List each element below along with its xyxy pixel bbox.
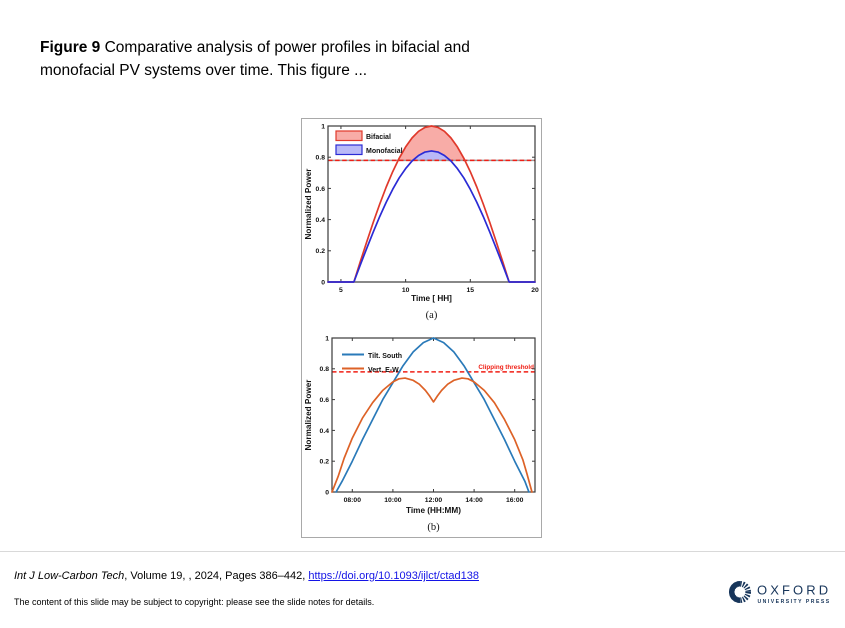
y-tick-label: 1 [325, 335, 329, 342]
legend-label-bifacial: Bifacial [366, 134, 391, 141]
legend-swatch-patch [335, 130, 363, 142]
copyright-note: The content of this slide may be subject… [14, 597, 375, 607]
legend-label-tilt-south: Tilt. South [368, 353, 402, 360]
fill-bifacial-clipping-loss [398, 126, 465, 161]
footer-divider [0, 551, 845, 552]
x-tick-label: 14:00 [465, 497, 483, 504]
citation-details: , Volume 19, , 2024, Pages 386–442, [124, 570, 309, 582]
legend-swatch-patch [335, 144, 363, 156]
y-tick-label: 1 [321, 123, 325, 130]
chart-bifacial-vs-monofacial: 5 10 15 20 0 0.2 0.4 0.6 0.8 1 Bifacial Monofacial N… [302, 119, 541, 329]
x-tick-label: 12:00 [425, 497, 443, 504]
chart-b-svg: Clipping threshold 08:00 10:00 12:00 14:00 16… [304, 335, 536, 533]
journal-name: Int J Low-Carbon Tech [14, 570, 125, 582]
x-tick-label: 16:00 [506, 497, 524, 504]
figure-label: Figure 9 [40, 39, 101, 56]
doi-link[interactable]: https://doi.org/10.1093/ijlct/ctad138 [308, 570, 479, 582]
y-axis-label: Normalized Power [304, 379, 313, 451]
axes-box [331, 337, 536, 493]
clipping-threshold-label: Clipping threshold [478, 364, 534, 371]
oup-logo-svg: OXFORD UNIVERSITY PRESS [729, 581, 831, 605]
series-vert-e-w [331, 377, 533, 493]
y-tick-label: 0.2 [316, 248, 326, 255]
series-bifacial [327, 125, 536, 283]
x-tick-label: 08:00 [344, 497, 362, 504]
y-tick-label: 0.8 [316, 155, 326, 162]
caption-line1: Comparative analysis of power profiles i… [100, 39, 470, 56]
oup-ring-crescent [729, 581, 740, 603]
figure-caption: Figure 9 Comparative analysis of power p… [40, 36, 620, 82]
subplot-label: (a) [426, 310, 438, 321]
fill-monofacial-clipping-loss [412, 150, 451, 161]
legend-label-vert-e-w: Vert. E-W [368, 367, 399, 374]
y-tick-label: 0.4 [320, 428, 330, 435]
legend-label-monofacial: Monofacial [366, 148, 403, 155]
oup-subtext: UNIVERSITY PRESS [758, 599, 831, 605]
figure-panel: 5 10 15 20 0 0.2 0.4 0.6 0.8 1 Bifacial Monofacial N… [301, 118, 542, 538]
y-tick-label: 0 [321, 279, 325, 286]
x-tick-label: 15 [467, 287, 475, 294]
x-tick-label: 10 [402, 287, 410, 294]
series-tilt-south [335, 337, 530, 493]
oup-wordmark: OXFORD [757, 583, 831, 598]
y-tick-label: 0.2 [320, 459, 330, 466]
series-monofacial [327, 150, 536, 283]
chart-tilt-south-vs-vert-ew: Clipping threshold 08:00 10:00 12:00 14:00 16… [302, 329, 541, 539]
y-tick-label: 0.8 [320, 366, 330, 373]
y-tick-label: 0.6 [320, 397, 330, 404]
citation-line: Int J Low-Carbon Tech, Volume 19, , 2024… [14, 570, 479, 582]
y-tick-label: 0.6 [316, 186, 326, 193]
chart-a-svg: 5 10 15 20 0 0.2 0.4 0.6 0.8 1 Bifacial Monofacial N… [304, 123, 539, 321]
caption-line2: monofacial PV systems over time. This fi… [40, 62, 368, 79]
y-axis-label: Normalized Power [304, 168, 313, 240]
x-tick-label: 5 [339, 287, 343, 294]
x-axis-label: Time (HH:MM) [406, 506, 461, 515]
y-tick-label: 0 [325, 489, 329, 496]
x-tick-label: 10:00 [384, 497, 402, 504]
x-tick-label: 20 [531, 287, 539, 294]
oup-logo: OXFORD UNIVERSITY PRESS [726, 577, 834, 607]
subplot-label: (b) [427, 522, 440, 533]
y-tick-label: 0.4 [316, 217, 326, 224]
oup-logo-mark [729, 581, 751, 603]
x-axis-label: Time [ HH] [411, 294, 452, 303]
